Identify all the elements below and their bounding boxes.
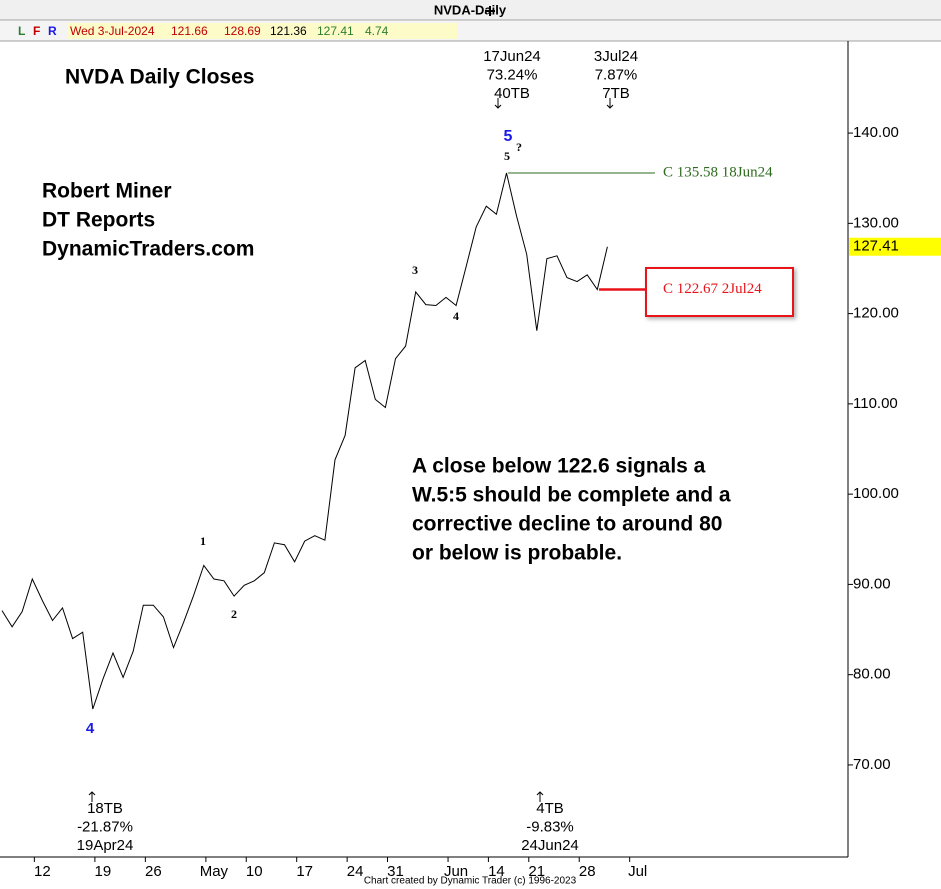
x-tick-label: Jul [628, 863, 647, 880]
pivot-note: -21.87% [77, 818, 133, 835]
info-close: 127.41 [317, 24, 354, 38]
y-tick-label: 140.00 [853, 124, 899, 141]
pivot-note: 3Jul24 [594, 48, 638, 65]
info-high: 128.69 [224, 24, 261, 38]
x-tick-label: 24 [347, 863, 364, 880]
info-bar-values-bg [68, 23, 458, 39]
chart-title: NVDA-Daily [434, 2, 507, 17]
callout-box [645, 267, 794, 317]
x-tick-label: 12 [34, 863, 51, 880]
commentary: W.5:5 should be complete and a [412, 484, 731, 507]
wave-label: 4 [86, 720, 95, 737]
x-tick-label: Jun [444, 863, 468, 880]
reference-label: C 122.67 2Jul24 [663, 281, 762, 297]
y-tick-label: 130.00 [853, 214, 899, 231]
pivot-note: -9.83% [526, 818, 574, 835]
info-change: 4.74 [365, 24, 389, 38]
x-tick-label: May [200, 863, 229, 880]
wave-label: 4 [453, 309, 459, 323]
info-open: 121.66 [171, 24, 208, 38]
x-tick-label: 28 [579, 863, 596, 880]
pivot-note: 4TB [536, 800, 564, 817]
title-bar [0, 0, 941, 20]
pivot-arrow [88, 791, 96, 802]
commentary: corrective decline to around 80 [412, 513, 722, 536]
commentary: A close below 122.6 signals a [412, 455, 706, 478]
info-low: 121.36 [270, 24, 307, 38]
pivot-note: 40TB [494, 85, 530, 102]
footer: Chart created by Dynamic Trader (c) 1996… [364, 876, 577, 887]
pivot-note: 17Jun24 [483, 48, 541, 65]
y-tick-label: 90.00 [853, 575, 891, 592]
pivot-arrow [536, 791, 544, 802]
x-tick-label: 14 [488, 863, 505, 880]
info-flag: R [48, 24, 57, 38]
x-tick-label: 26 [145, 863, 162, 880]
info-date: Wed 3-Jul-2024 [70, 24, 155, 38]
annotation: DynamicTraders.com [42, 238, 254, 261]
annotation: Robert Miner [42, 180, 172, 203]
x-tick-label: 21 [528, 863, 545, 880]
wave-label: 5 [504, 149, 510, 163]
y-tick-label: 80.00 [853, 666, 891, 683]
wave-label: 1 [200, 534, 206, 548]
y-tick-label: 100.00 [853, 485, 899, 502]
pivot-arrow [494, 98, 502, 109]
y-tick-label: 70.00 [853, 756, 891, 773]
x-tick-label: 19 [95, 863, 112, 880]
y-tick-label: 110.00 [853, 395, 898, 412]
plus-icon[interactable] [485, 6, 495, 16]
x-tick-label: 10 [246, 863, 263, 880]
info-flag: L [18, 24, 25, 38]
price-line [1, 172, 608, 710]
annotation: DT Reports [42, 209, 155, 232]
x-tick-label: 31 [387, 863, 404, 880]
pivot-note: 7TB [602, 85, 630, 102]
pivot-note: 18TB [87, 800, 123, 817]
price-tag [849, 237, 941, 256]
reference-label: C 135.58 18Jun24 [663, 164, 773, 180]
y-tick-label: 120.00 [853, 305, 899, 322]
pivot-note: 19Apr24 [77, 837, 134, 854]
annotation: NVDA Daily Closes [65, 66, 254, 89]
commentary: or below is probable. [412, 542, 622, 565]
x-tick-label: 17 [296, 863, 313, 880]
price-tag-label: 127.41 [853, 238, 899, 255]
pivot-note: 7.87% [595, 66, 638, 83]
wave-label: ? [516, 140, 522, 154]
wave-label: 3 [412, 263, 418, 277]
pivot-arrow [606, 98, 614, 109]
info-flag: F [33, 24, 40, 38]
pivot-note: 24Jun24 [521, 837, 579, 854]
wave-label: 5 [504, 128, 513, 145]
wave-label: 2 [231, 607, 237, 621]
pivot-note: 73.24% [487, 66, 538, 83]
